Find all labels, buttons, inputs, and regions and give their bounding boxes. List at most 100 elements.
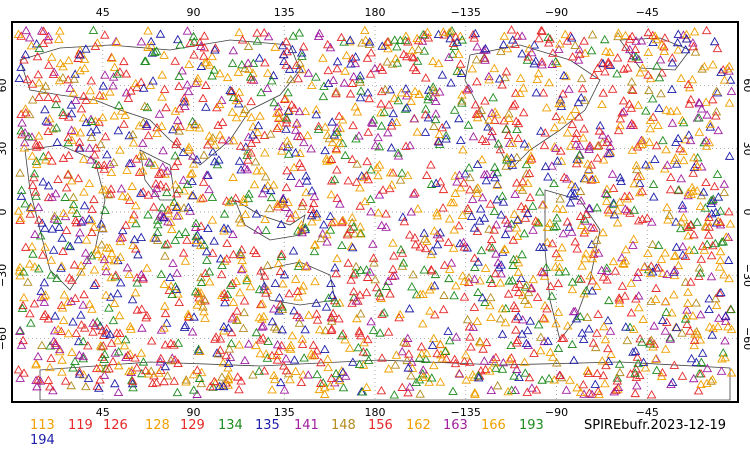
triangle-icon xyxy=(203,223,213,233)
triangle-icon xyxy=(529,40,540,49)
triangle-icon xyxy=(638,357,649,366)
triangle-icon xyxy=(108,157,119,167)
triangle-icon xyxy=(716,366,727,375)
triangle-icon xyxy=(385,167,396,177)
triangle-icon xyxy=(450,358,461,368)
triangle-icon xyxy=(112,328,122,337)
triangle-icon xyxy=(193,73,203,83)
triangle-icon xyxy=(212,159,223,169)
triangle-icon xyxy=(190,120,200,129)
triangle-icon xyxy=(311,104,322,114)
triangle-icon xyxy=(723,255,734,264)
triangle-icon xyxy=(372,162,382,172)
triangle-icon xyxy=(622,63,633,72)
triangle-icon xyxy=(468,30,478,39)
triangle-icon xyxy=(246,96,256,106)
triangle-icon xyxy=(683,231,693,240)
triangle-icon xyxy=(592,368,602,378)
triangle-icon xyxy=(152,227,163,237)
triangle-icon xyxy=(125,321,136,331)
triangle-icon xyxy=(677,241,688,251)
triangle-icon xyxy=(559,70,569,80)
triangle-icon xyxy=(406,207,416,216)
triangle-icon xyxy=(699,245,710,254)
triangle-icon xyxy=(518,107,529,117)
triangle-icon xyxy=(644,85,654,95)
triangle-icon xyxy=(645,268,656,278)
triangle-icon xyxy=(501,215,511,224)
triangle-icon xyxy=(181,375,191,384)
triangle-icon xyxy=(131,154,142,163)
triangle-icon xyxy=(54,34,64,43)
triangle-icon xyxy=(173,34,183,44)
triangle-icon xyxy=(680,277,691,286)
triangle-icon xyxy=(471,55,482,64)
triangle-icon xyxy=(243,155,253,164)
triangle-icon xyxy=(294,258,305,268)
triangle-icon xyxy=(165,272,175,281)
triangle-icon xyxy=(463,120,474,129)
triangle-icon xyxy=(599,321,609,331)
triangle-icon xyxy=(670,250,681,260)
triangle-icon xyxy=(228,172,238,181)
triangle-icon xyxy=(406,96,416,105)
triangle-icon xyxy=(714,288,725,297)
triangle-icon xyxy=(15,373,25,382)
triangle-icon xyxy=(262,180,273,190)
triangle-icon xyxy=(192,300,202,309)
triangle-icon xyxy=(325,225,336,234)
triangle-icon xyxy=(501,155,512,164)
triangle-icon xyxy=(555,39,565,48)
triangle-icon xyxy=(130,78,141,88)
triangle-icon xyxy=(354,131,364,140)
triangle-icon xyxy=(561,71,571,81)
triangle-icon xyxy=(512,31,523,40)
triangle-icon xyxy=(465,357,475,366)
triangle-icon xyxy=(105,189,116,198)
triangle-icon xyxy=(586,45,597,55)
triangle-icon xyxy=(320,145,330,155)
triangle-icon xyxy=(63,150,74,160)
triangle-icon xyxy=(431,96,441,106)
triangle-icon xyxy=(432,210,443,220)
triangle-icon xyxy=(122,262,133,272)
triangle-icon xyxy=(633,358,643,368)
triangle-icon xyxy=(529,58,539,68)
triangle-icon xyxy=(63,241,74,250)
triangle-icon xyxy=(667,84,677,93)
triangle-icon xyxy=(228,229,238,239)
triangle-icon xyxy=(551,143,561,152)
triangle-icon xyxy=(31,39,42,48)
triangle-icon xyxy=(242,273,252,282)
triangle-icon xyxy=(428,92,438,101)
triangle-icon xyxy=(254,312,265,322)
triangle-icon xyxy=(242,275,252,285)
triangle-icon xyxy=(673,260,684,270)
triangle-icon xyxy=(578,334,589,344)
triangle-icon xyxy=(429,226,440,235)
triangle-icon xyxy=(238,323,249,332)
triangle-icon xyxy=(706,250,717,260)
triangle-icon xyxy=(573,274,584,283)
triangle-icon xyxy=(343,258,354,267)
triangle-icon xyxy=(572,154,582,163)
triangle-icon xyxy=(281,354,291,363)
triangle-icon xyxy=(279,385,290,394)
triangle-icon xyxy=(121,220,131,229)
triangle-icon xyxy=(180,256,191,265)
triangle-icon xyxy=(446,78,456,87)
bottom-lon-tick: −135 xyxy=(451,406,481,419)
triangle-icon xyxy=(270,42,280,51)
triangle-icon xyxy=(340,66,350,75)
triangle-icon xyxy=(365,267,375,276)
triangle-icon xyxy=(472,112,483,122)
triangle-icon xyxy=(453,49,464,58)
triangle-icon xyxy=(512,335,523,344)
triangle-icon xyxy=(713,125,724,135)
triangle-icon xyxy=(581,248,591,258)
triangle-icon xyxy=(414,353,425,362)
triangle-icon xyxy=(160,308,171,318)
triangle-icon xyxy=(459,276,470,285)
triangle-icon xyxy=(631,363,641,373)
triangle-icon xyxy=(157,203,167,212)
